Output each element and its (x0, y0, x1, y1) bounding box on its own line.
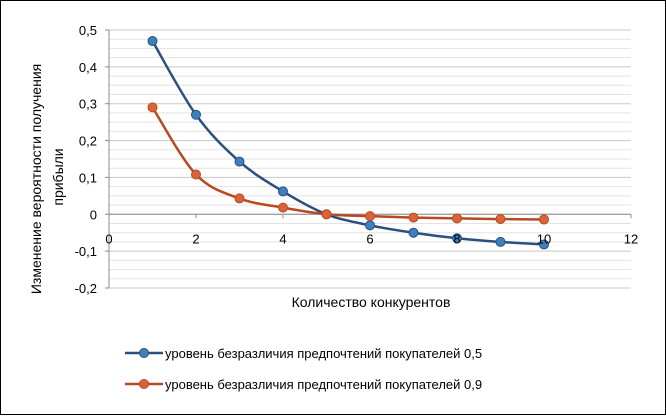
gridlines (109, 29, 631, 289)
data-point-series-1 (234, 156, 245, 167)
data-point-series-2 (234, 193, 245, 204)
data-point-series-2 (452, 213, 462, 224)
data-point-series-2 (147, 102, 158, 113)
x-tick-label: 10 (537, 231, 551, 246)
legend-swatch-marker-1 (139, 348, 149, 358)
x-tick-label: 6 (366, 231, 373, 246)
data-point-series-1 (278, 186, 288, 197)
data-point-series-1 (452, 233, 462, 244)
legend-label-2: уровень безразличия предпочтений покупат… (165, 377, 482, 392)
data-point-series-2 (539, 214, 549, 225)
y-tick-label: 0,3 (79, 97, 97, 112)
y-tick-label: 0,5 (79, 23, 97, 38)
y-tick-label: 0,2 (79, 134, 97, 149)
data-point-series-2 (321, 209, 332, 220)
y-tick-label: -0,1 (75, 244, 97, 259)
x-tick-label: 0 (105, 231, 112, 246)
y-tick-label: 0 (90, 207, 97, 222)
x-tick-label: 8 (453, 231, 460, 246)
y-axis-title: Изменение вероятности получения прибыли (28, 60, 66, 294)
y-axis-title-line-2: прибыли (50, 148, 66, 205)
data-point-series-2 (191, 169, 201, 180)
y-tick-label: -0,2 (75, 281, 97, 296)
data-point-series-1 (191, 109, 201, 120)
x-axis-title: Количество конкурентов (292, 294, 451, 310)
data-point-series-2 (365, 211, 375, 222)
y-axis-title-line-1: Изменение вероятности получения (28, 64, 44, 294)
y-tick-label: 0,1 (79, 170, 97, 185)
data-point-series-1 (408, 227, 419, 238)
data-point-series-1 (539, 239, 549, 250)
data-point-series-1 (365, 220, 375, 231)
series-line-2 (151, 106, 545, 221)
tick-labels: -0,2 -0,1 0 0,1 0,2 0,3 0,4 0,5 0 2 4 6 8 10 12 (75, 23, 639, 296)
data-point-series-2 (278, 202, 288, 213)
data-point-series-2 (495, 214, 506, 225)
series (147, 36, 549, 250)
x-tick-label: 12 (624, 231, 638, 246)
legend-swatch-marker-2 (139, 379, 149, 389)
data-point-series-2 (408, 212, 419, 223)
x-tick-label: 4 (279, 231, 286, 246)
x-tick-label: 2 (192, 231, 199, 246)
legend-label-1: уровень безразличия предпочтений покупат… (165, 346, 482, 361)
y-tick-label: 0,4 (79, 60, 97, 75)
data-point-series-1 (147, 36, 158, 47)
data-point-series-1 (495, 236, 506, 247)
series-line-1 (151, 40, 545, 246)
legend: уровень безразличия предпочтений покупат… (125, 346, 482, 392)
